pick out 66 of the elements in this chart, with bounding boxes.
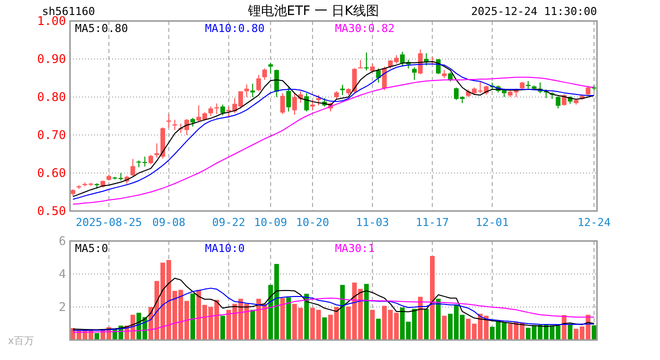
bar [250, 310, 255, 340]
line-series [72, 298, 595, 333]
bar [322, 317, 327, 340]
x-tick-label: 10-09 [254, 216, 288, 229]
bar [286, 297, 291, 340]
y-tick-label: 0.50 [37, 204, 66, 218]
candlestick [262, 68, 267, 80]
bar [370, 310, 375, 340]
candlestick [148, 154, 154, 165]
y-tick-label: 1.00 [37, 14, 66, 28]
candlestick [364, 52, 369, 71]
bar [304, 294, 309, 340]
line-series [72, 278, 595, 330]
bar [190, 293, 196, 340]
y-tick-label: 4 [58, 267, 66, 282]
x-tick-label: 11-17 [416, 216, 449, 229]
x-tick-label: 12-24 [578, 216, 611, 229]
chart-title: 锂电池ETF 一 日K线图 [246, 4, 380, 19]
candlestick [556, 96, 560, 109]
text: MA30:1 [335, 242, 375, 255]
y-axis-title: x百万 [8, 336, 34, 347]
x-tick-label: 10-20 [296, 216, 330, 229]
text: MA30:0.82 [335, 22, 395, 35]
y-tick-label: 6 [58, 234, 66, 248]
candlestick [376, 68, 381, 84]
text: MA10:0 [205, 242, 245, 255]
bar [592, 325, 596, 340]
bar [430, 256, 435, 340]
y-tick-label: 0.70 [37, 128, 66, 142]
line-series [72, 288, 595, 331]
bar [424, 308, 429, 340]
y-tick-label: 0.80 [37, 90, 66, 104]
x-tick-label: 09-08 [152, 216, 186, 229]
x-tick-label: 11-03 [356, 216, 389, 229]
x-tick-label: 09-22 [212, 216, 246, 229]
candlestick [280, 92, 285, 115]
candlestick [316, 94, 321, 106]
bar [436, 298, 441, 340]
y-tick-label: 0.90 [37, 52, 66, 66]
bar [94, 333, 100, 340]
bar [364, 284, 369, 340]
text: MA10:0.80 [205, 22, 265, 35]
text: 2025-12-24 11:30:00 [471, 5, 597, 18]
candlestick [304, 92, 309, 112]
candlestick [586, 85, 590, 96]
text: MA5:0.80 [75, 22, 128, 35]
candlestick [310, 100, 315, 111]
bar [376, 318, 381, 340]
candlestick [358, 60, 363, 69]
candlestick [130, 158, 136, 177]
y-tick-label: 2 [58, 300, 66, 314]
x-tick-label: 2025-08-25 [76, 216, 142, 229]
candlestick [208, 106, 214, 116]
bar [340, 284, 345, 340]
x-tick-label: 12-01 [476, 216, 509, 229]
bar [280, 298, 285, 340]
bar [220, 316, 226, 340]
candlestick [220, 104, 226, 116]
candlestick [250, 83, 255, 98]
candlestick [286, 87, 291, 112]
candlestick [340, 84, 345, 96]
y-tick-label: 0.60 [37, 166, 66, 180]
candlestick [256, 74, 261, 92]
bar [442, 316, 447, 340]
candlestick [244, 84, 249, 98]
text: MA5:0 [75, 242, 108, 255]
